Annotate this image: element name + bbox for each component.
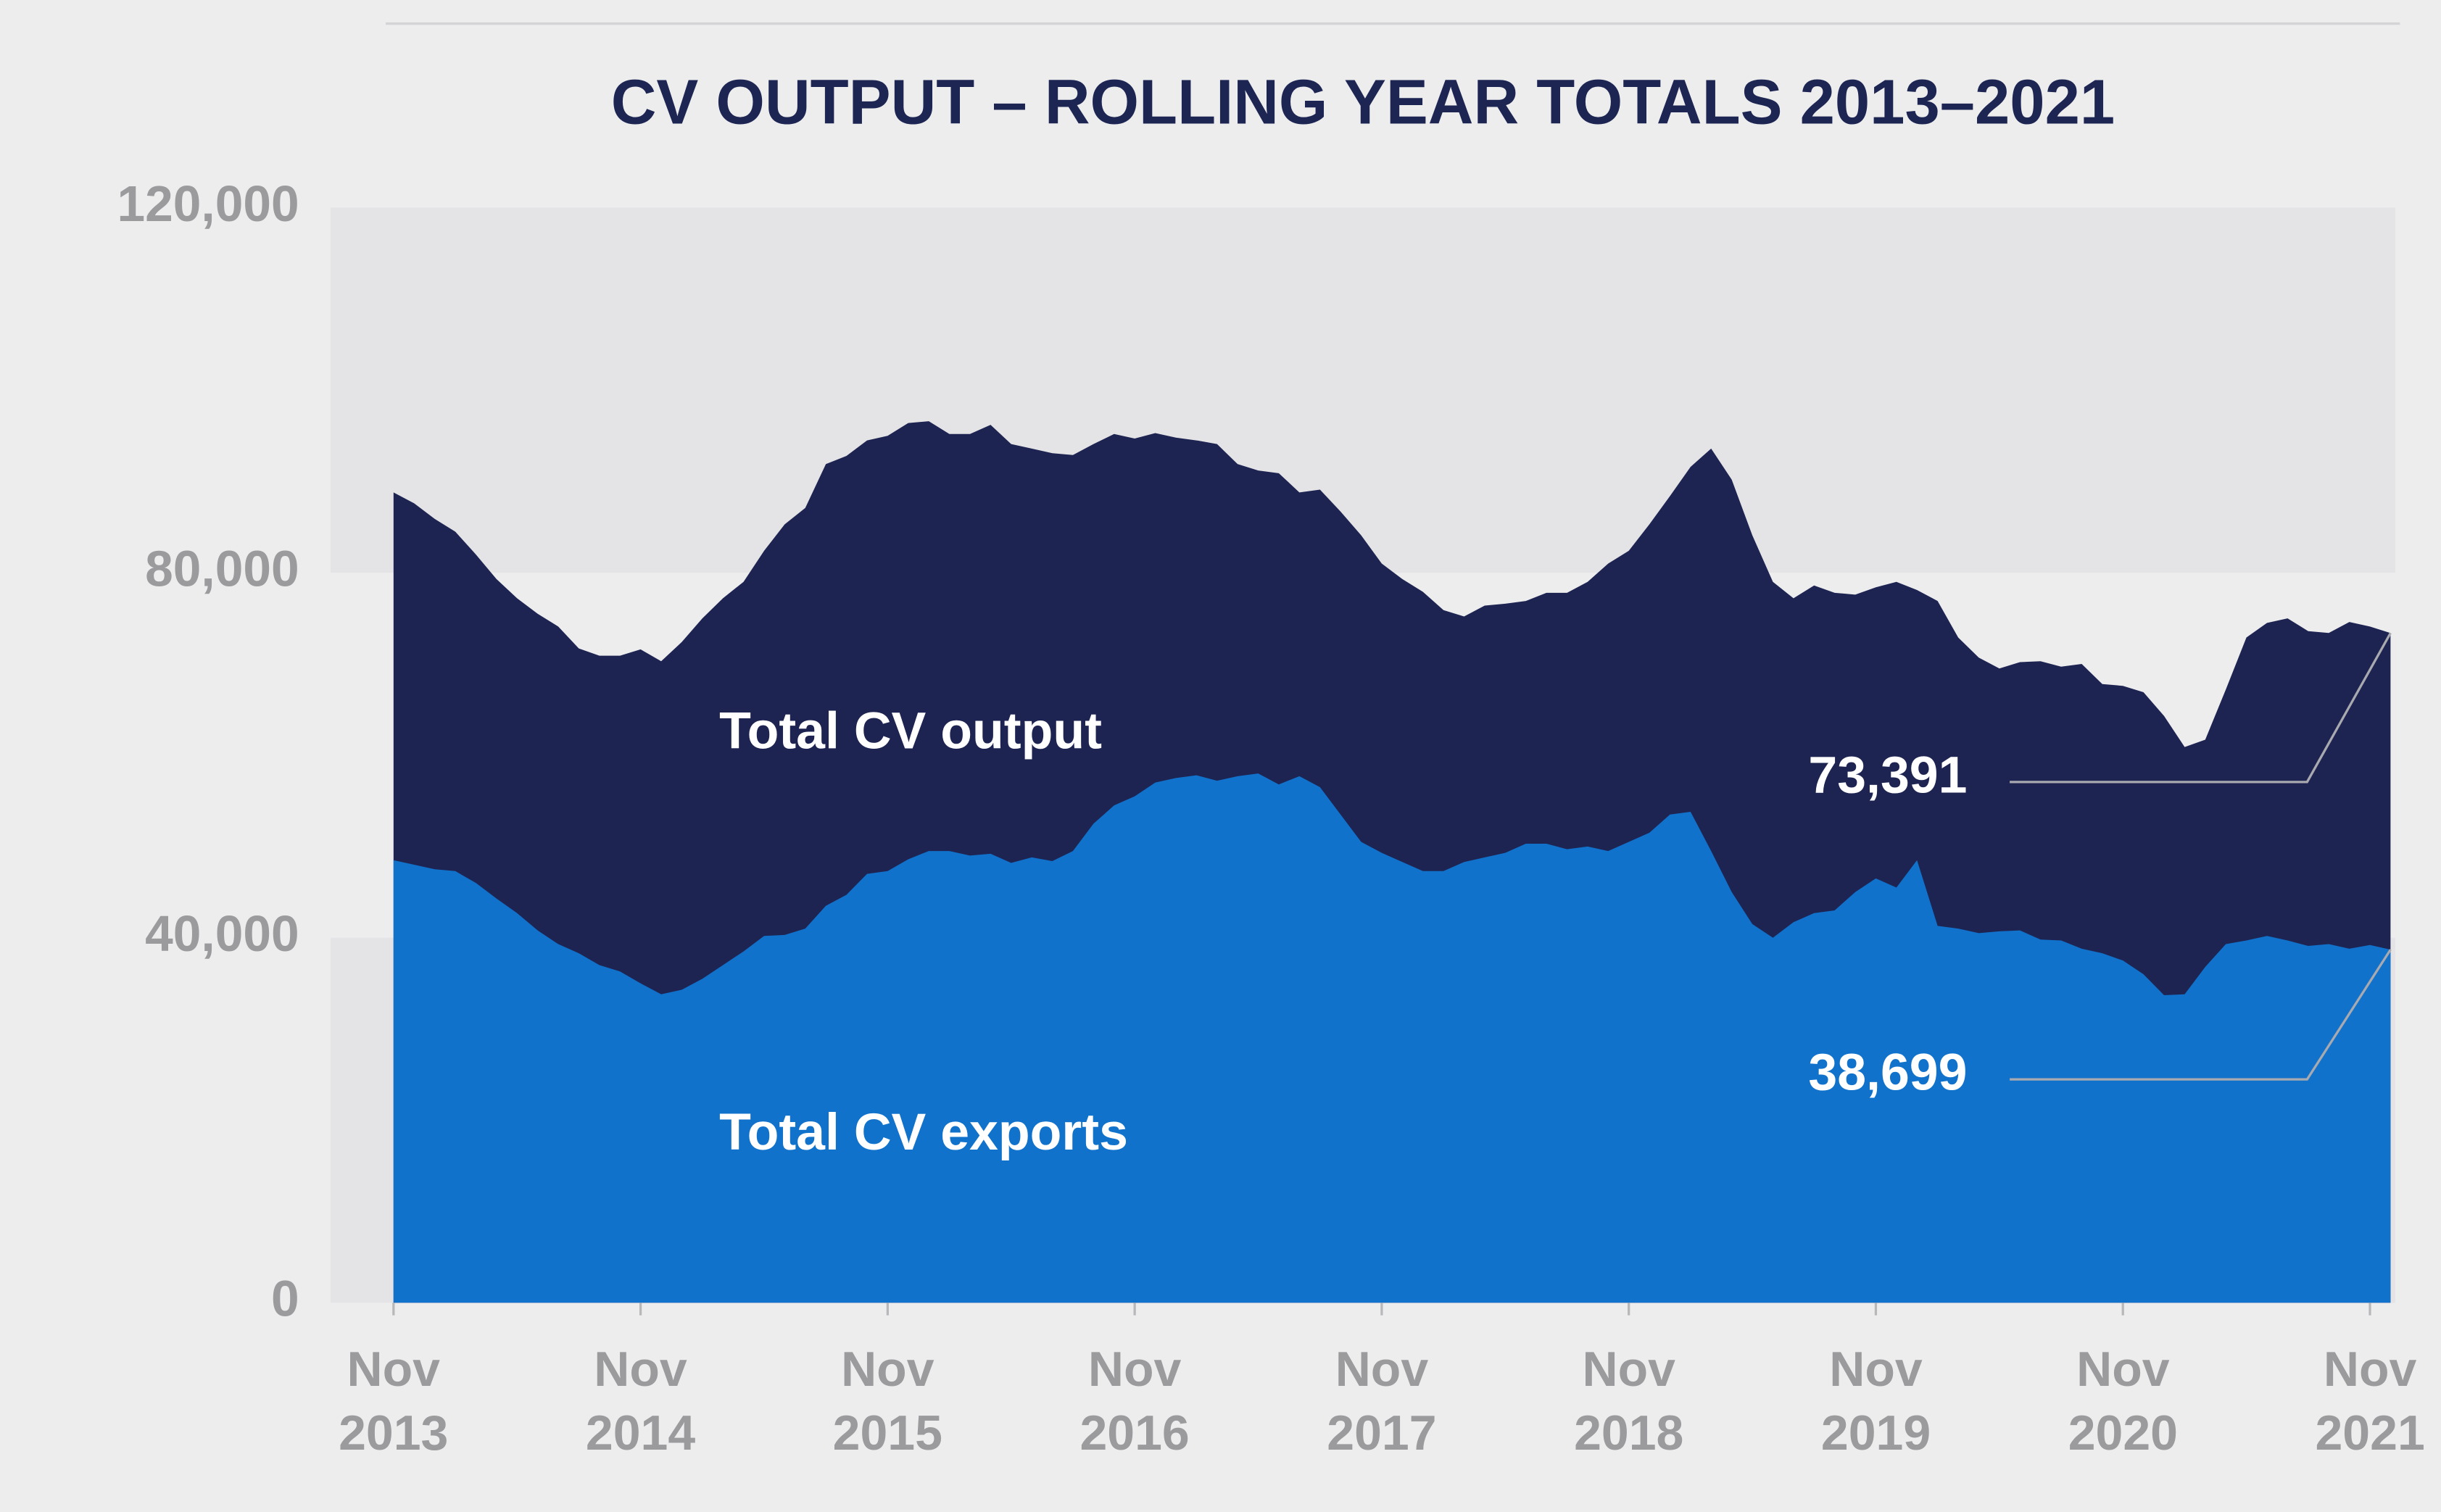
plot-band bbox=[330, 207, 2395, 573]
y-tick-label: 0 bbox=[271, 1271, 299, 1327]
chart-title: CV OUTPUT – ROLLING YEAR TOTALS 2013–202… bbox=[611, 67, 2115, 138]
series-label: Total CV output bbox=[719, 702, 1102, 760]
series-label: Total CV exports bbox=[719, 1103, 1128, 1161]
x-tick-label: Nov 2018 bbox=[1574, 1342, 1684, 1461]
x-tick-label: Nov 2013 bbox=[339, 1342, 449, 1461]
leader-line bbox=[2010, 949, 2392, 1081]
y-tick-label: 40,000 bbox=[145, 905, 299, 962]
end-label: 73,391 bbox=[1808, 746, 1967, 804]
end-label: 38,699 bbox=[1808, 1044, 1967, 1102]
x-tick-label: Nov 2017 bbox=[1327, 1342, 1437, 1461]
x-tick-label: Nov 2016 bbox=[1079, 1342, 1190, 1461]
x-tick-label: Nov 2020 bbox=[2068, 1342, 2178, 1461]
y-tick-label: 80,000 bbox=[145, 540, 299, 597]
x-tick-label: Nov 2019 bbox=[1820, 1342, 1931, 1461]
x-tick-label: Nov 2021 bbox=[2315, 1342, 2425, 1461]
leader-line bbox=[2010, 632, 2392, 784]
x-tick-label: Nov 2015 bbox=[832, 1342, 942, 1461]
x-tick-label: Nov 2014 bbox=[585, 1342, 696, 1461]
area bbox=[393, 773, 2391, 1303]
y-tick-label: 120,000 bbox=[117, 175, 299, 232]
